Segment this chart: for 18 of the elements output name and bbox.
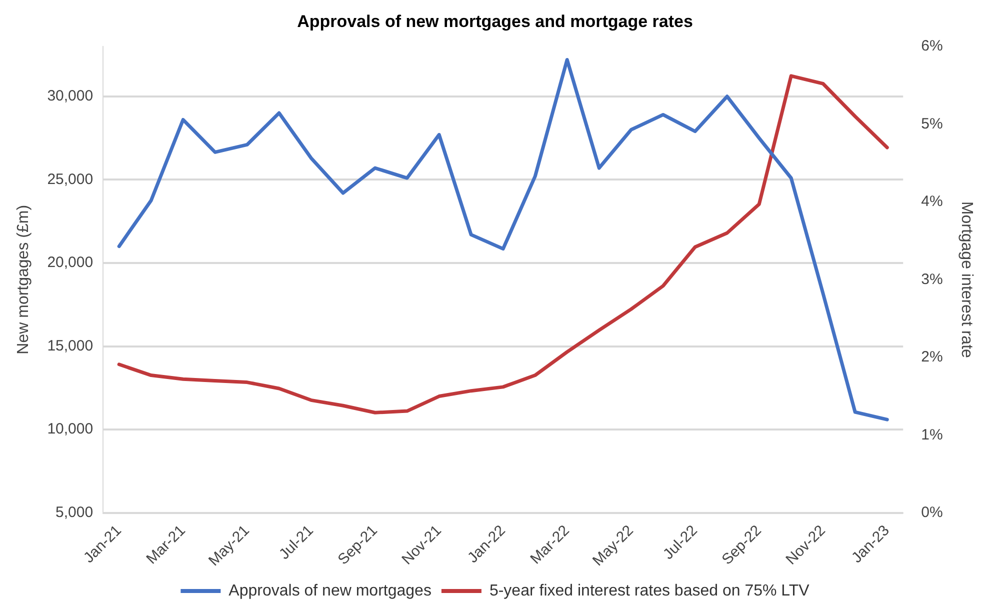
y-axis-title: New mortgages (£m) (15, 204, 32, 354)
y2-tick-label: 4% (921, 193, 943, 210)
y-tick-label: 20,000 (47, 254, 94, 272)
y2-axis-title: Mortgage interest rate (958, 201, 975, 358)
y2-tick-label: 3% (921, 270, 943, 288)
legend-label: 5-year fixed interest rates based on 75% LTV (489, 582, 810, 600)
y-tick-label: 10,000 (47, 420, 94, 438)
y-tick-label: 15,000 (47, 337, 94, 354)
y2-tick-label: 5% (921, 115, 943, 132)
legend-label: Approvals of new mortgages (228, 582, 432, 600)
y-tick-label: 30,000 (47, 88, 94, 105)
y-tick-label: 25,000 (47, 170, 94, 188)
chart-title: Approvals of new mortgages and mortgage rates (297, 12, 693, 31)
y2-tick-label: 6% (921, 38, 943, 55)
y2-tick-label: 1% (921, 426, 943, 444)
y-tick-label: 5,000 (56, 504, 94, 522)
y2-tick-label: 2% (921, 348, 943, 366)
y2-tick-label: 0% (921, 504, 943, 522)
